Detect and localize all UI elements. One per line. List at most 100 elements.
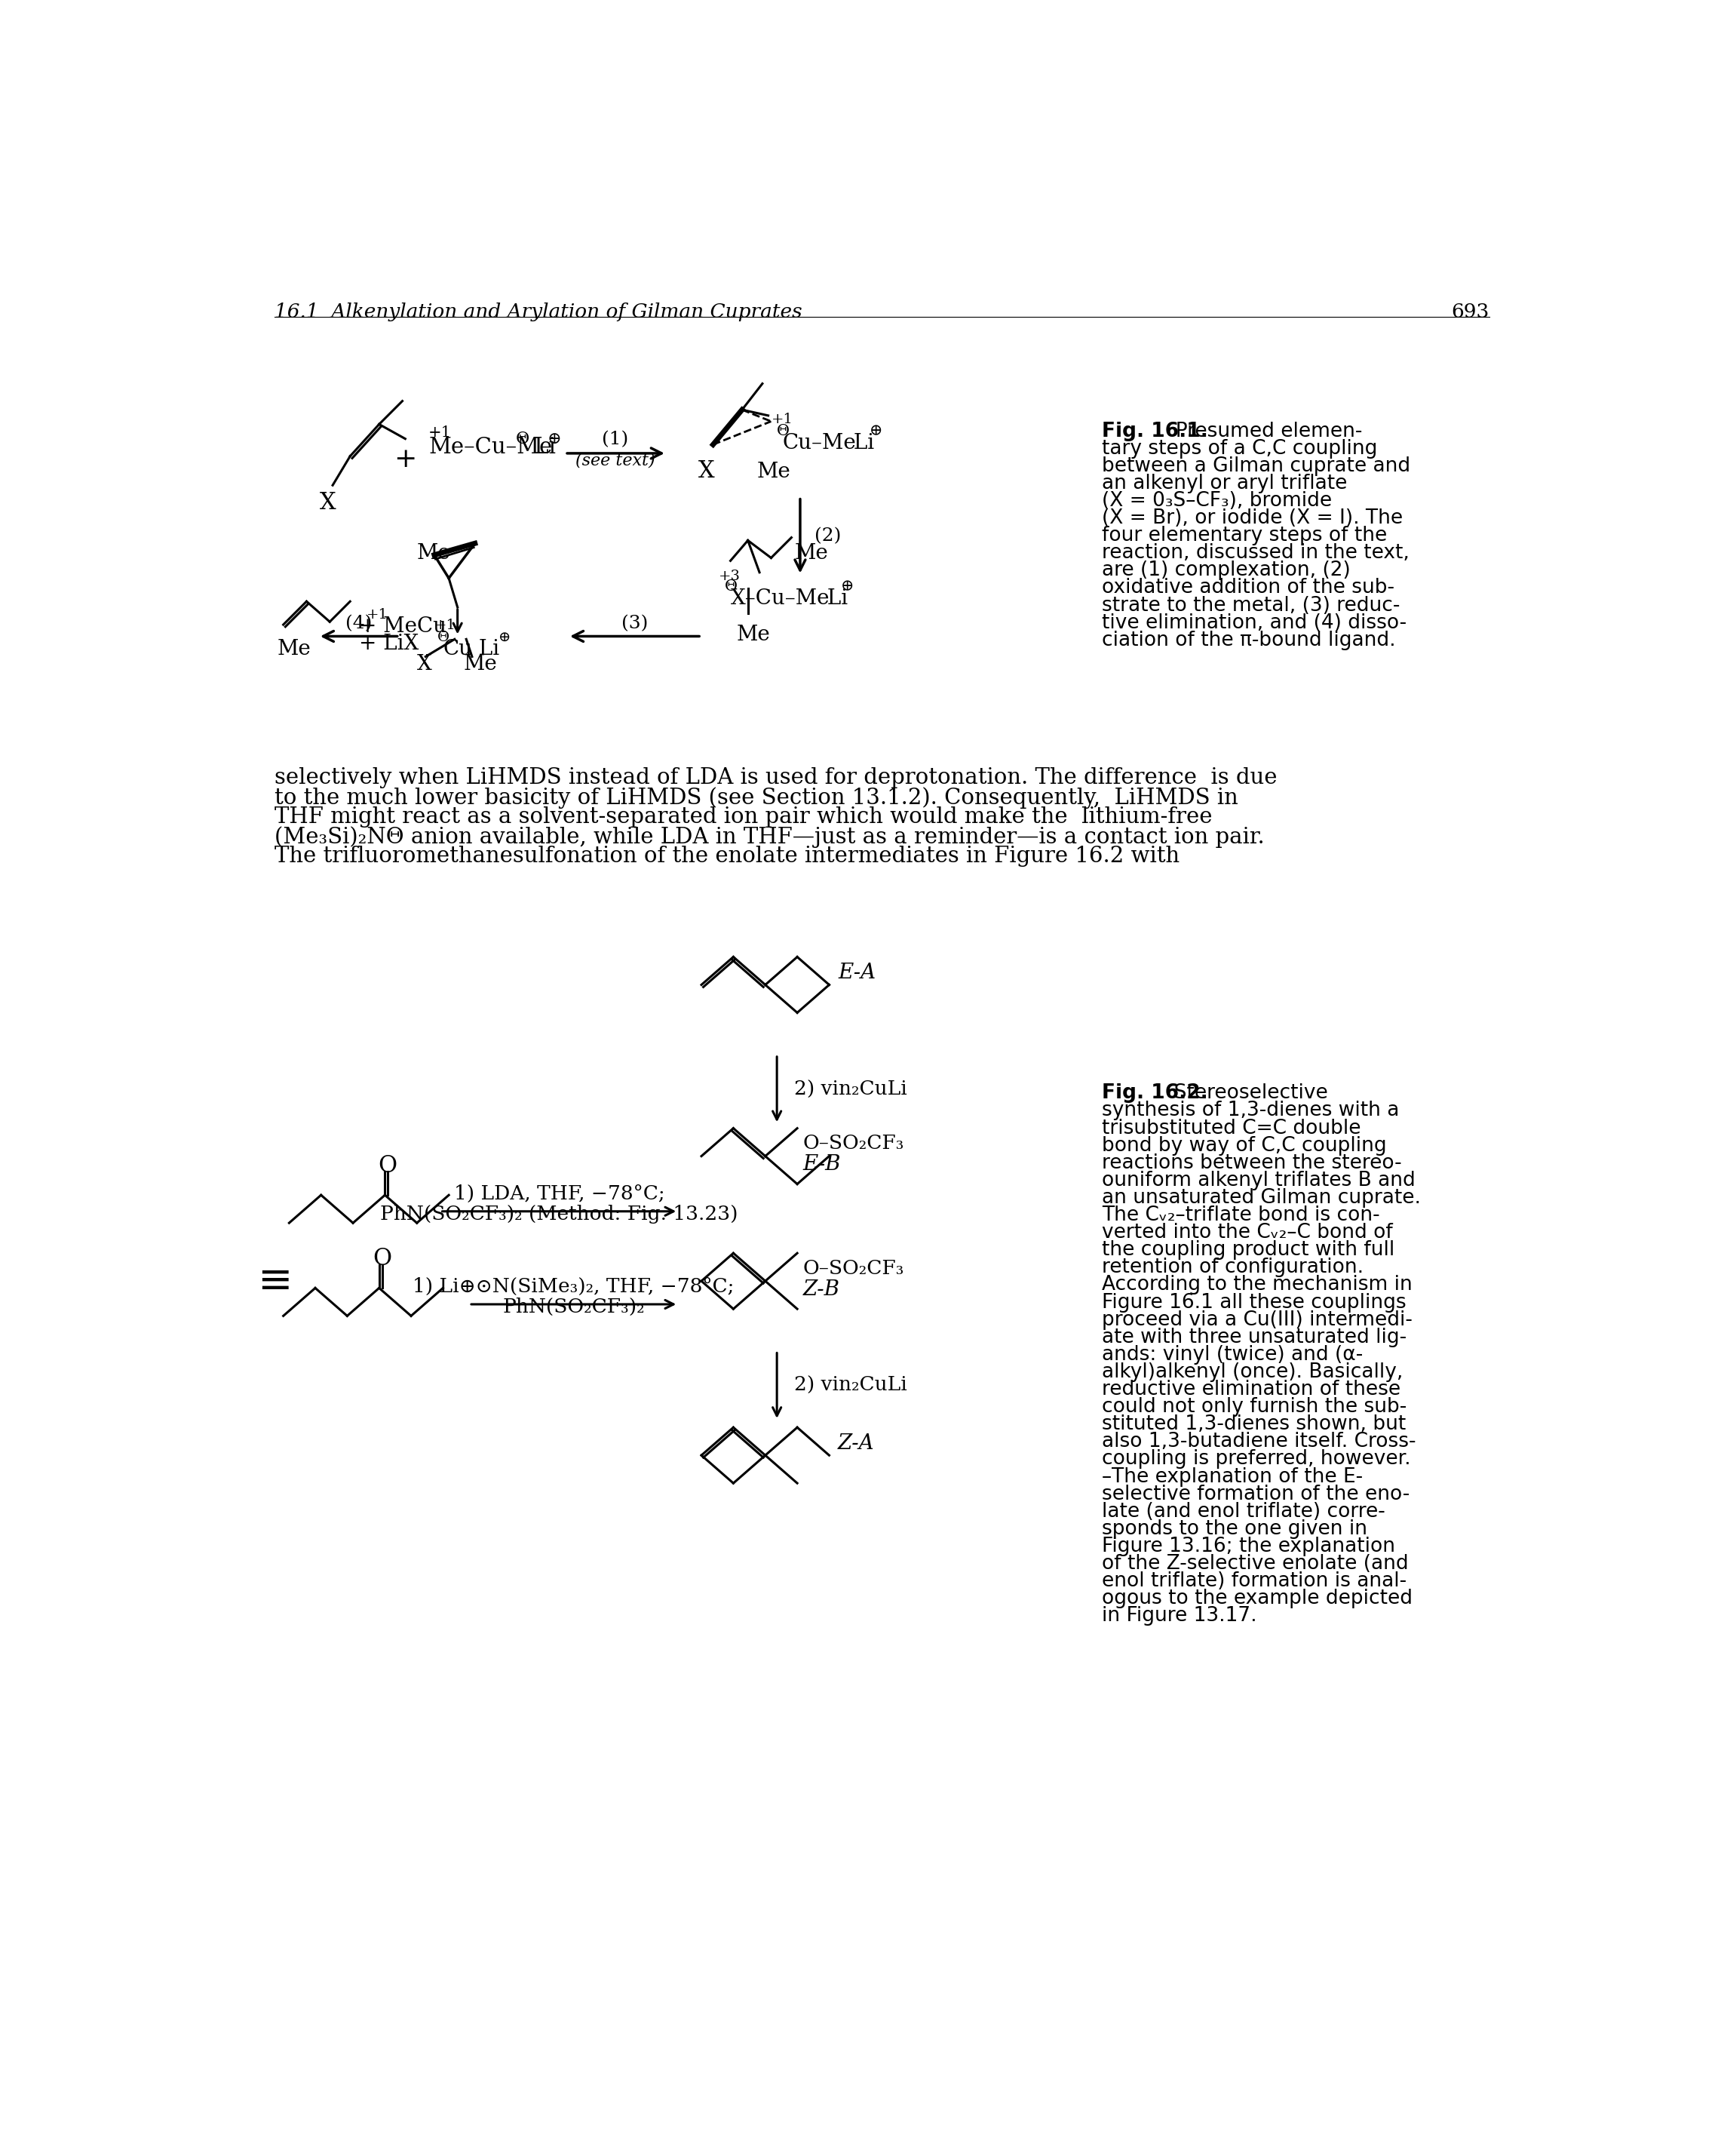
Text: X–Cu–Me: X–Cu–Me (730, 589, 830, 608)
Text: X: X (416, 653, 432, 675)
Text: also 1,3-butadiene itself. Cross-: also 1,3-butadiene itself. Cross- (1101, 1432, 1416, 1451)
Text: Li: Li (527, 438, 556, 457)
Text: Z-A: Z-A (838, 1434, 874, 1453)
Text: Me: Me (416, 543, 451, 563)
Text: Me: Me (737, 625, 769, 645)
Text: of the Z-selective enolate (and: of the Z-selective enolate (and (1101, 1554, 1409, 1574)
Text: are (1) complexation, (2): are (1) complexation, (2) (1101, 561, 1351, 580)
Text: Li: Li (847, 433, 874, 453)
Text: ciation of the π-bound ligand.: ciation of the π-bound ligand. (1101, 630, 1396, 651)
Text: between a Gilman cuprate and: between a Gilman cuprate and (1101, 457, 1411, 476)
Text: an unsaturated Gilman cuprate.: an unsaturated Gilman cuprate. (1101, 1188, 1422, 1207)
Text: sponds to the one given in: sponds to the one given in (1101, 1520, 1368, 1539)
Text: THF might react as a solvent-separated ion pair which would make the  lithium-fr: THF might react as a solvent-separated i… (275, 806, 1212, 828)
Text: alkyl)alkenyl (once). Basically,: alkyl)alkenyl (once). Basically, (1101, 1363, 1403, 1382)
Text: PhN(SO₂CF₃)₂ (Method: Fig. 13.23): PhN(SO₂CF₃)₂ (Method: Fig. 13.23) (380, 1205, 738, 1225)
Text: O: O (379, 1153, 398, 1177)
Text: Figure 16.1 all these couplings: Figure 16.1 all these couplings (1101, 1294, 1406, 1313)
Text: could not only furnish the sub-: could not only furnish the sub- (1101, 1397, 1408, 1416)
Text: +: + (394, 446, 416, 472)
Text: E-A: E-A (838, 964, 876, 983)
Text: According to the mechanism in: According to the mechanism in (1101, 1274, 1413, 1296)
Text: +1: +1 (429, 427, 453, 440)
Text: in Figure 13.17.: in Figure 13.17. (1101, 1606, 1256, 1626)
Text: O–SO₂CF₃: O–SO₂CF₃ (804, 1259, 904, 1279)
Text: Presumed elemen-: Presumed elemen- (1163, 420, 1363, 442)
Text: (Me₃Si)₂NΘ anion available, while LDA in THF—just as a reminder—is a contact ion: (Me₃Si)₂NΘ anion available, while LDA in… (275, 826, 1265, 847)
Text: (X = 0₃S–CF₃), bromide: (X = 0₃S–CF₃), bromide (1101, 492, 1332, 511)
Text: Θ: Θ (516, 431, 530, 446)
Text: reaction, discussed in the text,: reaction, discussed in the text, (1101, 543, 1409, 563)
Text: Fig. 16.1.: Fig. 16.1. (1101, 420, 1208, 442)
Text: Θ: Θ (776, 425, 790, 438)
Text: proceed via a Cu(III) intermedi-: proceed via a Cu(III) intermedi- (1101, 1311, 1413, 1330)
Text: 1) LDA, THF, −78°C;: 1) LDA, THF, −78°C; (454, 1184, 664, 1203)
Text: ⊕: ⊕ (547, 431, 561, 446)
Text: Θ: Θ (725, 580, 738, 593)
Text: Stereoselective: Stereoselective (1162, 1084, 1329, 1104)
Text: X: X (320, 492, 336, 515)
Text: ouniform alkenyl triflates B and: ouniform alkenyl triflates B and (1101, 1171, 1416, 1190)
Text: oxidative addition of the sub-: oxidative addition of the sub- (1101, 578, 1394, 597)
Text: Figure 13.16; the explanation: Figure 13.16; the explanation (1101, 1537, 1396, 1557)
Text: E-B: E-B (804, 1153, 842, 1175)
Text: Li: Li (472, 638, 499, 660)
Text: 1) Li⊕⊙N(SiMe₃)₂, THF, −78°C;: 1) Li⊕⊙N(SiMe₃)₂, THF, −78°C; (413, 1276, 735, 1296)
Text: four elementary steps of the: four elementary steps of the (1101, 526, 1387, 545)
Text: +1: +1 (367, 608, 389, 621)
Text: (1): (1) (602, 431, 628, 448)
Text: +3: +3 (719, 569, 740, 582)
Text: reductive elimination of these: reductive elimination of these (1101, 1380, 1401, 1399)
Text: ⊕: ⊕ (869, 425, 883, 438)
Text: The trifluoromethanesulfonation of the enolate intermediates in Figure 16.2 with: The trifluoromethanesulfonation of the e… (275, 845, 1179, 867)
Text: (see text): (see text) (575, 453, 656, 470)
Text: (2): (2) (814, 528, 842, 545)
Text: retention of configuration.: retention of configuration. (1101, 1257, 1363, 1276)
Text: + MeCu: + MeCu (358, 617, 446, 636)
Text: ⊕: ⊕ (497, 630, 511, 645)
Text: enol triflate) formation is anal-: enol triflate) formation is anal- (1101, 1572, 1406, 1591)
Text: Li: Li (821, 589, 848, 608)
Text: ands: vinyl (twice) and (α-: ands: vinyl (twice) and (α- (1101, 1345, 1363, 1365)
Text: ≡: ≡ (256, 1261, 293, 1302)
Text: tary steps of a C,C coupling: tary steps of a C,C coupling (1101, 440, 1377, 459)
Text: trisubstituted C=C double: trisubstituted C=C double (1101, 1119, 1361, 1138)
Text: (X = Br), or iodide (X = I). The: (X = Br), or iodide (X = I). The (1101, 509, 1403, 528)
Text: stituted 1,3-dienes shown, but: stituted 1,3-dienes shown, but (1101, 1414, 1406, 1434)
Text: Cu–Me: Cu–Me (783, 433, 857, 453)
Text: ogous to the example depicted: ogous to the example depicted (1101, 1589, 1413, 1608)
Text: ate with three unsaturated lig-: ate with three unsaturated lig- (1101, 1328, 1406, 1348)
Text: Me: Me (757, 461, 790, 483)
Text: 693: 693 (1451, 302, 1489, 321)
Text: PhN(SO₂CF₃)₂: PhN(SO₂CF₃)₂ (503, 1298, 645, 1317)
Text: X: X (699, 459, 714, 483)
Text: +1: +1 (434, 619, 456, 632)
Text: + LiX: + LiX (358, 634, 418, 653)
Text: late (and enol triflate) corre-: late (and enol triflate) corre- (1101, 1503, 1385, 1522)
Text: +1: +1 (771, 412, 793, 427)
Text: selectively when LiHMDS instead of LDA is used for deprotonation. The difference: selectively when LiHMDS instead of LDA i… (275, 768, 1277, 789)
Text: –The explanation of the E-: –The explanation of the E- (1101, 1466, 1363, 1485)
Text: Me–Cu–Me: Me–Cu–Me (429, 438, 552, 457)
Text: verted into the Cᵥ₂–C bond of: verted into the Cᵥ₂–C bond of (1101, 1222, 1392, 1242)
Text: the coupling product with full: the coupling product with full (1101, 1240, 1396, 1259)
Text: synthesis of 1,3-dienes with a: synthesis of 1,3-dienes with a (1101, 1102, 1399, 1121)
Text: to the much lower basicity of LiHMDS (see Section 13.1.2). Consequently,  LiHMDS: to the much lower basicity of LiHMDS (se… (275, 787, 1237, 808)
Text: Fig. 16.2.: Fig. 16.2. (1101, 1084, 1208, 1104)
Text: an alkenyl or aryl triflate: an alkenyl or aryl triflate (1101, 474, 1348, 494)
Text: Me: Me (795, 543, 828, 563)
Text: 16.1  Alkenylation and Arylation of Gilman Cuprates: 16.1 Alkenylation and Arylation of Gilma… (275, 302, 802, 321)
Text: bond by way of C,C coupling: bond by way of C,C coupling (1101, 1136, 1387, 1156)
Text: Z-B: Z-B (804, 1279, 840, 1300)
Text: Me: Me (277, 638, 312, 660)
Text: Me: Me (463, 653, 497, 675)
Text: O–SO₂CF₃: O–SO₂CF₃ (804, 1134, 904, 1153)
Text: Cu: Cu (442, 638, 472, 660)
Text: strate to the metal, (3) reduc-: strate to the metal, (3) reduc- (1101, 595, 1401, 614)
Text: The Cᵥ₂–triflate bond is con-: The Cᵥ₂–triflate bond is con- (1101, 1205, 1380, 1225)
Text: (3): (3) (621, 614, 649, 632)
Text: (4): (4) (346, 614, 372, 632)
Text: reactions between the stereo-: reactions between the stereo- (1101, 1153, 1403, 1173)
Text: tive elimination, and (4) disso-: tive elimination, and (4) disso- (1101, 612, 1406, 632)
Text: ⊕: ⊕ (842, 580, 854, 593)
